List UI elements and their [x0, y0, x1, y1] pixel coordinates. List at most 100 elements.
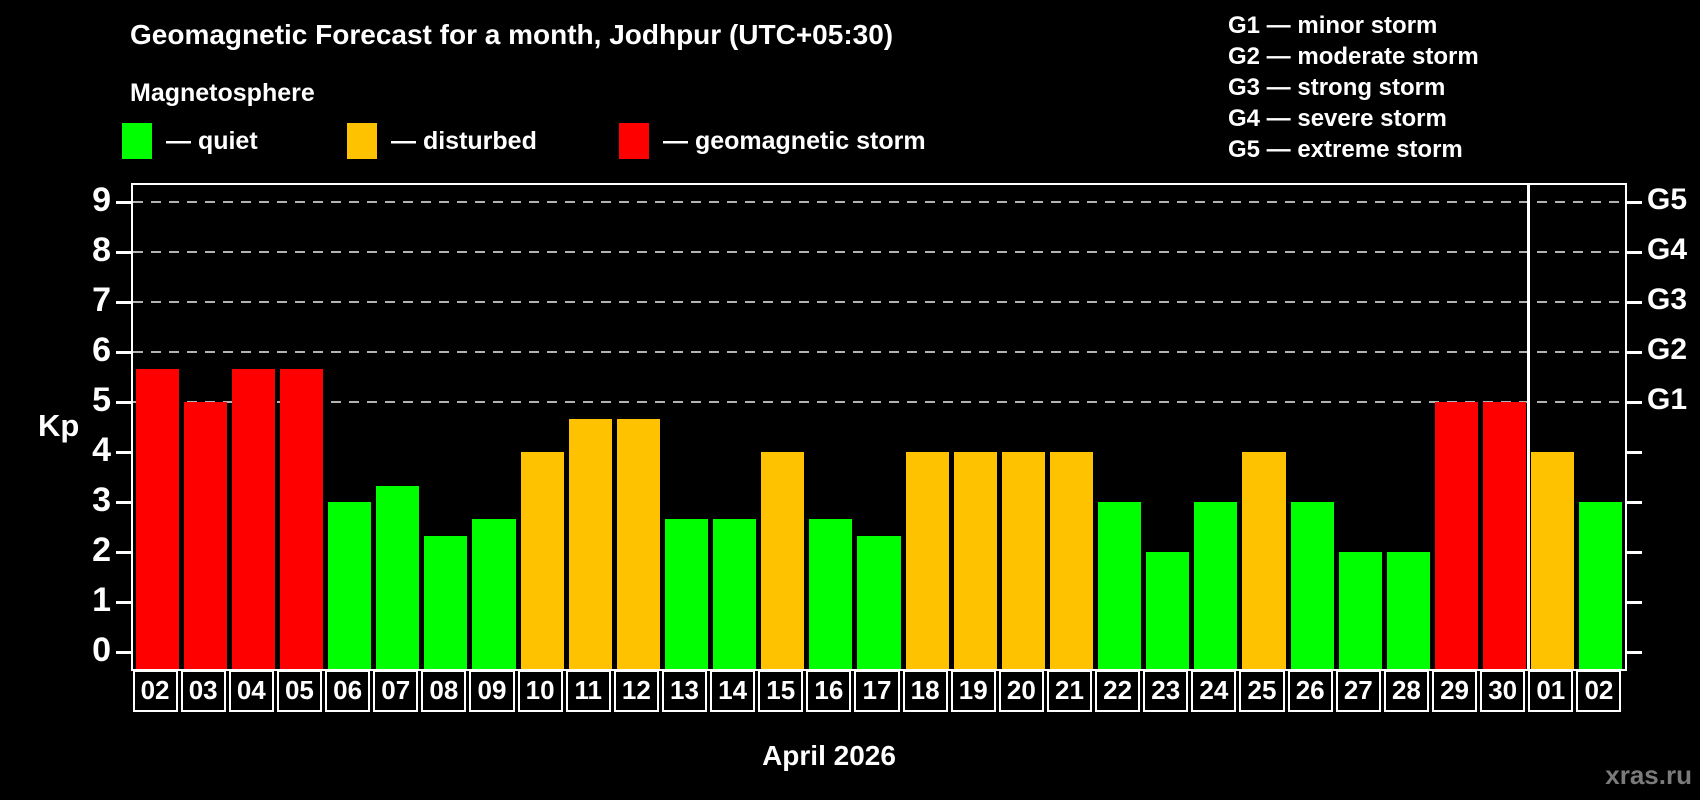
watermark: xras.ru: [1605, 760, 1692, 790]
left-tick-kp7: [116, 300, 131, 304]
day-label-apr-29: 29: [1431, 670, 1478, 712]
day-label-apr-02: 02: [132, 670, 178, 712]
right-tick-kp6: [1627, 350, 1642, 354]
y-tick-label-7: 7: [92, 281, 111, 319]
disturbed-color-swatch: [347, 123, 377, 159]
kp-bar-day-30: [1483, 402, 1527, 669]
y-tick-label-8: 8: [92, 231, 111, 269]
day-label-apr-24: 24: [1191, 670, 1237, 712]
kp-bar-day-26: [1290, 502, 1334, 669]
chart-subtitle: Magnetosphere: [130, 79, 315, 107]
right-tick-kp4: [1627, 450, 1642, 454]
gridline-kp9: [133, 201, 1625, 203]
day-label-apr-09: 09: [469, 670, 515, 712]
g-axis-label-g5: G5: [1647, 183, 1688, 216]
day-label-apr-12: 12: [613, 670, 659, 712]
right-tick-kp5: [1627, 400, 1642, 404]
y-tick-label-2: 2: [92, 531, 111, 569]
kp-bar-day-12: [616, 418, 660, 669]
day-label-apr-18: 18: [902, 670, 948, 712]
kp-bar-day-08: [424, 535, 468, 669]
left-tick-kp9: [116, 200, 131, 204]
left-tick-kp4: [116, 450, 131, 454]
kp-bar-day-02: [135, 368, 179, 669]
kp-bar-day-28: [1386, 552, 1430, 669]
legend-label-quiet: — quiet: [166, 126, 258, 155]
kp-bar-day-24: [1194, 502, 1238, 669]
g5-legend-line: G5 — extreme storm: [1228, 136, 1463, 163]
gridline-kp6: [133, 351, 1625, 353]
day-label-apr-15: 15: [758, 670, 804, 712]
legend-label-disturbed: — disturbed: [391, 126, 537, 155]
y-tick-label-0: 0: [92, 631, 111, 669]
day-label-apr-04: 04: [228, 670, 274, 712]
day-label-apr-23: 23: [1143, 670, 1189, 712]
day-label-apr-14: 14: [710, 670, 756, 712]
y-axis-title: Kp: [38, 408, 80, 443]
kp-bar-day-25: [1242, 452, 1286, 669]
day-label-apr-13: 13: [661, 670, 708, 712]
day-label-apr-07: 07: [373, 670, 419, 712]
kp-bar-day-15: [761, 452, 805, 669]
legend-item-quiet: — quiet: [122, 122, 258, 160]
kp-bar-chart: [131, 183, 1627, 671]
day-label-apr-22: 22: [1095, 670, 1141, 712]
day-label-apr-08: 08: [421, 670, 467, 712]
legend-label-storm: — geomagnetic storm: [663, 126, 926, 155]
page-title: Geomagnetic Forecast for a month, Jodhpu…: [130, 19, 894, 50]
day-label-apr-26: 26: [1287, 670, 1333, 712]
kp-bar-day-01: [1531, 452, 1575, 669]
g3-legend-line: G3 — strong storm: [1228, 74, 1446, 101]
left-tick-kp1: [116, 600, 131, 604]
kp-bar-day-27: [1338, 552, 1382, 669]
left-tick-kp6: [116, 350, 131, 354]
left-tick-kp2: [116, 550, 131, 554]
left-tick-kp8: [116, 250, 131, 254]
y-tick-label-9: 9: [92, 181, 111, 219]
g-axis-label-g2: G2: [1647, 333, 1688, 366]
gridline-kp7: [133, 301, 1625, 303]
kp-bar-day-22: [1098, 502, 1142, 669]
y-tick-label-6: 6: [92, 331, 111, 369]
g-axis-label-g3: G3: [1647, 283, 1688, 316]
day-label-apr-03: 03: [180, 670, 226, 712]
left-tick-kp3: [116, 500, 131, 504]
day-label-apr-28: 28: [1383, 670, 1429, 712]
day-label-apr-27: 27: [1335, 670, 1381, 712]
right-tick-kp9: [1627, 200, 1642, 204]
x-axis-title: April 2026: [762, 740, 896, 771]
day-label-apr-06: 06: [325, 670, 371, 712]
kp-bar-day-02: [1579, 502, 1623, 669]
g1-legend-line: G1 — minor storm: [1228, 12, 1438, 39]
left-tick-kp0: [116, 650, 131, 654]
day-label-apr-16: 16: [806, 670, 852, 712]
kp-bar-day-17: [857, 535, 901, 669]
gridline-kp5: [133, 401, 1625, 403]
day-label-apr-19: 19: [950, 670, 996, 712]
day-label-apr-17: 17: [854, 670, 900, 712]
kp-bar-day-10: [520, 452, 564, 669]
kp-bar-day-05: [279, 368, 323, 669]
day-label-apr-21: 21: [1046, 670, 1093, 712]
y-tick-label-1: 1: [92, 581, 111, 619]
legend-item-storm: — geomagnetic storm: [619, 122, 926, 160]
kp-bar-day-07: [376, 485, 420, 669]
g-axis-label-g1: G1: [1647, 383, 1688, 416]
kp-bar-day-06: [328, 502, 372, 669]
month-separator-line: [1527, 185, 1531, 669]
kp-bar-day-18: [905, 452, 949, 669]
g2-legend-line: G2 — moderate storm: [1228, 43, 1479, 70]
kp-bar-day-23: [1146, 552, 1190, 669]
kp-bar-day-21: [1049, 452, 1094, 669]
day-label-apr-10: 10: [517, 670, 563, 712]
day-label-apr-30: 30: [1480, 670, 1526, 712]
y-tick-label-4: 4: [92, 431, 111, 469]
right-tick-kp1: [1627, 600, 1642, 604]
kp-bar-day-20: [1001, 452, 1045, 669]
quiet-color-swatch: [122, 123, 152, 159]
day-label-apr-25: 25: [1239, 670, 1285, 712]
right-tick-kp8: [1627, 250, 1642, 254]
g-axis-label-g4: G4: [1647, 233, 1688, 266]
right-tick-kp0: [1627, 650, 1642, 654]
g-scale-legend: G1 — minor storm G2 — moderate storm G3 …: [1228, 10, 1479, 165]
